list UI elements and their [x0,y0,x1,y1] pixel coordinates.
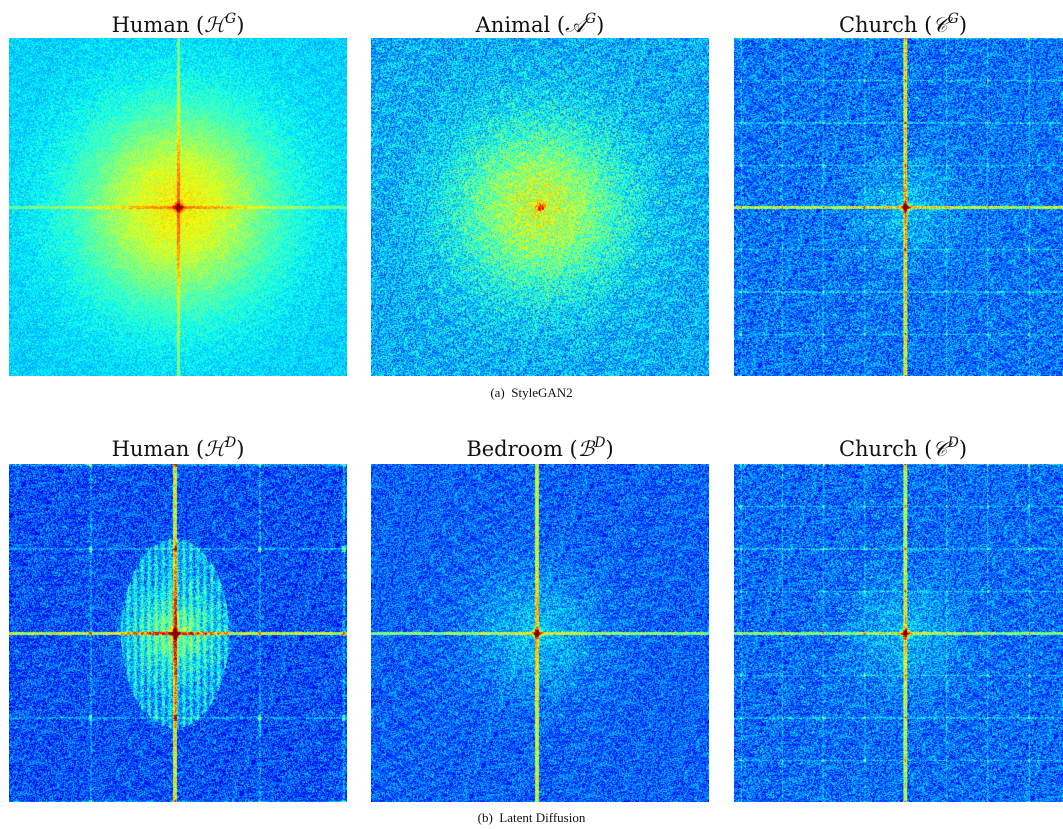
panel-superscript: D [947,435,959,451]
panel-symbol: 𝒞 [932,437,948,461]
spectrum-image [371,464,709,802]
panel-superscript: G [225,11,237,27]
panel-title-animal-g: Animal (𝒜G) [475,11,605,37]
spectrum-human-g [9,38,347,376]
panel-superscript: D [225,435,237,451]
panel-symbol: ℋ [204,13,226,37]
panel-title-bedroom-d: Bedroom (ℬD) [466,435,614,461]
panel-symbol: ℋ [204,437,225,461]
spectrum-animal-g [371,38,709,376]
spectrum-image [371,38,709,376]
panel-name: Church [838,13,918,37]
panel-superscript: D [594,435,606,451]
spectrum-image [734,38,1063,376]
spectrum-image [9,464,347,802]
caption-text: Latent Diffusion [499,810,586,825]
spectrum-bedroom-d [371,464,709,802]
caption-b: (b) Latent Diffusion [0,810,1063,826]
spectrum-image [734,464,1063,802]
panel-name: Church [838,437,918,461]
spectrum-image [9,38,347,376]
spectrum-church-g [734,38,1063,376]
panel-name: Human [111,437,190,461]
panel-title-church-d: Church (𝒞D) [838,435,968,461]
panel-name: Animal [475,13,551,37]
caption-label: (a) [490,385,505,400]
panel-name: Bedroom [466,437,563,461]
caption-label: (b) [477,810,493,825]
panel-title-church-g: Church (𝒞G) [838,11,968,37]
spectrum-human-d [9,464,347,802]
panel-symbol: 𝒜 [565,13,585,37]
panel-superscript: G [584,11,597,27]
caption-a: (a) StyleGAN2 [0,385,1063,401]
caption-text: StyleGAN2 [511,385,573,400]
spectrum-church-d [734,464,1063,802]
panel-symbol: ℬ [577,437,595,461]
panel-name: Human [111,13,190,37]
panel-title-human-g: Human (ℋG) [111,11,245,37]
panel-superscript: G [947,11,959,27]
panel-title-human-d: Human (ℋD) [111,435,245,461]
panel-symbol: 𝒞 [932,13,948,37]
